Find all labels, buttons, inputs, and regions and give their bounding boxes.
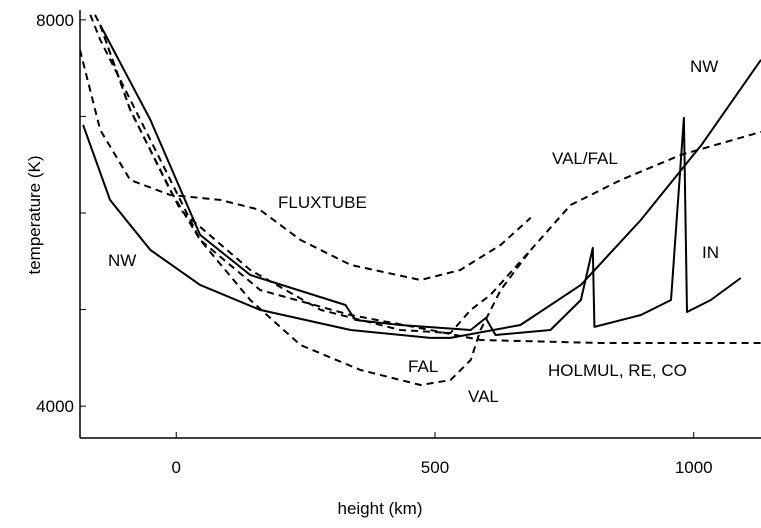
series-line — [89, 14, 761, 344]
series-line — [529, 130, 761, 251]
y-axis-label: temperature (K) — [25, 155, 44, 274]
y-tick-label: 8000 — [36, 11, 74, 30]
x-axis-label: height (km) — [337, 499, 422, 518]
curve-label: NW — [690, 57, 718, 76]
curve-label: VAL — [468, 387, 499, 406]
curve-label: FAL — [408, 357, 438, 376]
curve-label: NW — [108, 251, 136, 270]
series-line — [94, 14, 532, 386]
y-tick-label: 4000 — [36, 397, 74, 416]
curve-label: HOLMUL, RE, CO — [548, 361, 687, 380]
curve-label: VAL/FAL — [552, 149, 618, 168]
plot-area — [80, 14, 761, 386]
series-line — [82, 59, 761, 339]
curve-label: FLUXTUBE — [278, 193, 367, 212]
x-tick-label: 1000 — [675, 458, 713, 477]
series-line — [99, 24, 742, 336]
series-line — [80, 49, 532, 281]
curve-label: IN — [702, 243, 719, 262]
x-tick-label: 500 — [421, 458, 449, 477]
series-line — [99, 24, 532, 334]
x-tick-label: 0 — [172, 458, 181, 477]
